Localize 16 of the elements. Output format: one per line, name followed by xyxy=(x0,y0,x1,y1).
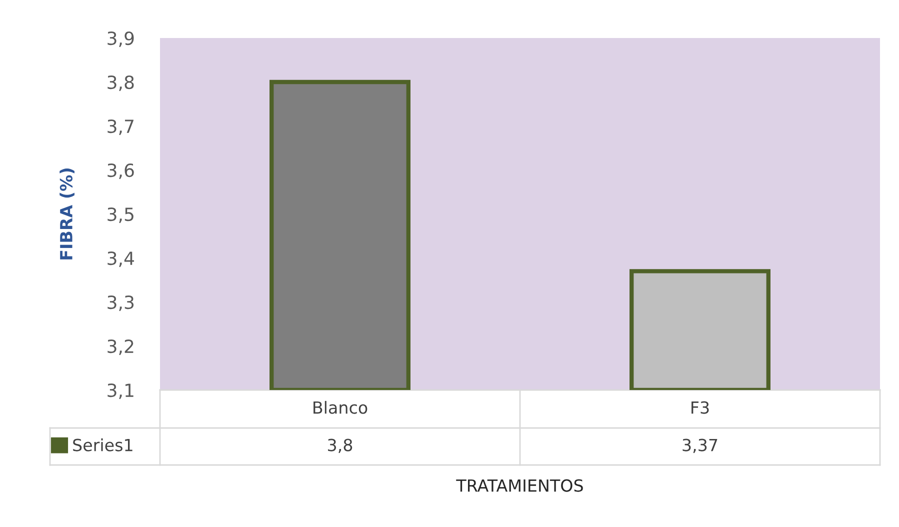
y-tick-label: 3,5 xyxy=(108,207,134,223)
x-tick-label: F3 xyxy=(692,401,709,414)
y-tick-label: 3,6 xyxy=(108,163,134,179)
y-tick-label: 3,1 xyxy=(108,383,134,399)
y-tick-label: 3,8 xyxy=(108,75,134,91)
y-axis-title: FIBRA (%) xyxy=(60,168,74,260)
y-tick-label: 3,2 xyxy=(108,339,134,355)
text: Series1 xyxy=(73,438,132,452)
y-tick-label: 3,4 xyxy=(108,251,134,267)
data-label: 3,37 xyxy=(682,438,718,454)
y-tick-label: 3,9 xyxy=(108,31,134,47)
y-tick-label: 3,7 xyxy=(108,119,134,135)
x-axis-title: TRATAMIENTOS xyxy=(456,479,583,492)
y-tick-label: 3,3 xyxy=(108,295,134,311)
data-label: 3,8 xyxy=(328,438,352,454)
x-tick-label: Blanco xyxy=(314,400,368,414)
